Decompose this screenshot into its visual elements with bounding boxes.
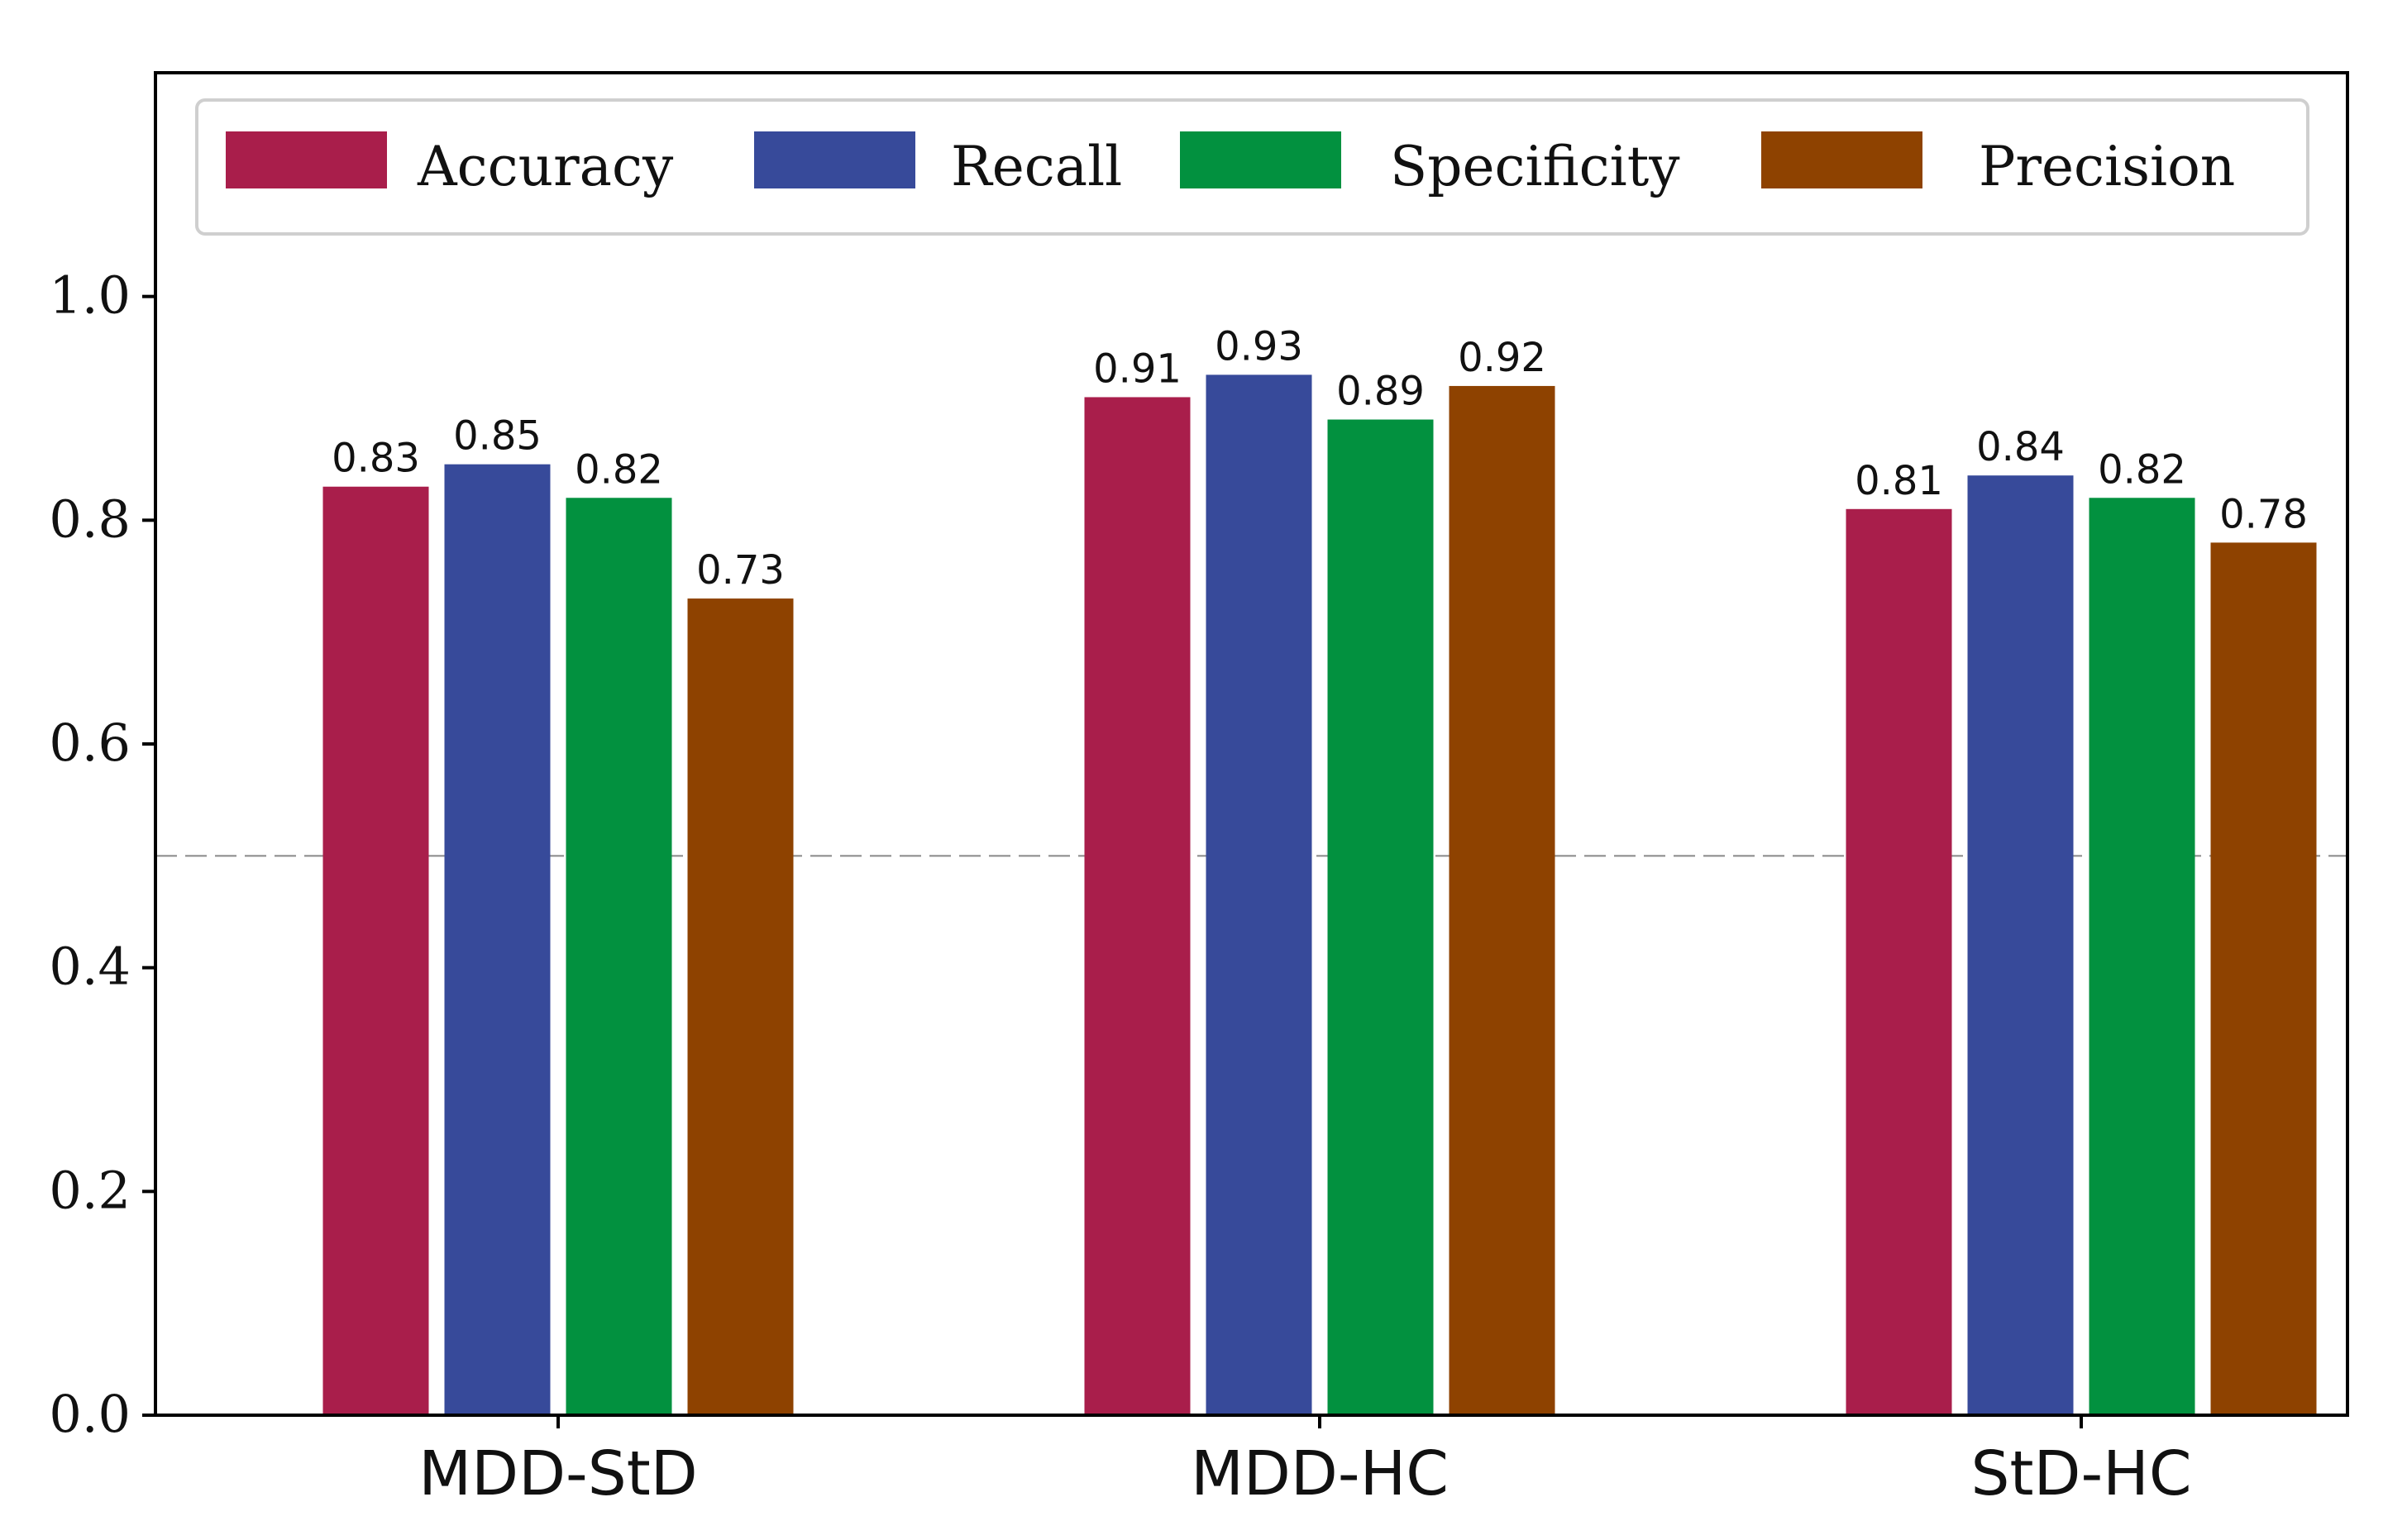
y-tick-label: 0.8 (49, 489, 131, 549)
legend-swatch-precision (1761, 131, 1922, 188)
bar-accuracy-std-hc (1846, 508, 1952, 1415)
legend-label-accuracy: Accuracy (417, 135, 674, 198)
bar-recall-mdd-hc (1206, 374, 1312, 1415)
legend-swatch-recall (754, 131, 915, 188)
bar-value-label: 0.89 (1336, 369, 1425, 415)
bar-precision-mdd-hc (1449, 385, 1555, 1415)
legend-swatch-accuracy (226, 131, 387, 188)
bar-specificity-mdd-hc (1327, 419, 1434, 1415)
bar-value-label: 0.82 (575, 446, 663, 493)
bar-value-label: 0.82 (2098, 446, 2186, 493)
bar-specificity-std-hc (2089, 498, 2195, 1416)
legend-swatch-specificity (1180, 131, 1341, 188)
bar-value-label: 0.85 (453, 413, 542, 460)
bar-value-label: 0.93 (1215, 323, 1303, 370)
legend-label-recall: Recall (951, 135, 1122, 198)
y-tick-label: 0.4 (49, 937, 131, 997)
bar-recall-std-hc (1967, 475, 2074, 1416)
y-tick-label: 0.6 (49, 713, 131, 773)
bar-recall-mdd-std (444, 464, 551, 1415)
legend-label-specificity: Specificity (1390, 135, 1680, 198)
legend-label-precision: Precision (1979, 135, 2235, 198)
bar-precision-std-hc (2210, 542, 2317, 1415)
bar-value-label: 0.91 (1093, 346, 1182, 392)
bar-precision-mdd-std (687, 598, 794, 1415)
x-tick-label: StD-HC (1971, 1438, 2192, 1509)
y-tick-label: 0.0 (49, 1384, 131, 1444)
x-tick-label: MDD-StD (418, 1438, 697, 1509)
bar-accuracy-mdd-std (322, 486, 429, 1415)
bar-value-label: 0.84 (1976, 424, 2065, 470)
bar-value-label: 0.78 (2219, 491, 2308, 537)
bar-value-label: 0.92 (1458, 335, 1546, 381)
bar-value-label: 0.83 (332, 436, 420, 482)
bar-specificity-mdd-std (566, 498, 672, 1416)
bar-value-label: 0.81 (1855, 458, 1943, 504)
y-tick-label: 1.0 (49, 265, 131, 326)
y-tick-label: 0.2 (49, 1160, 131, 1220)
x-tick-label: MDD-HC (1191, 1438, 1449, 1509)
bar-accuracy-mdd-hc (1084, 397, 1191, 1415)
bar-value-label: 0.73 (696, 547, 785, 594)
